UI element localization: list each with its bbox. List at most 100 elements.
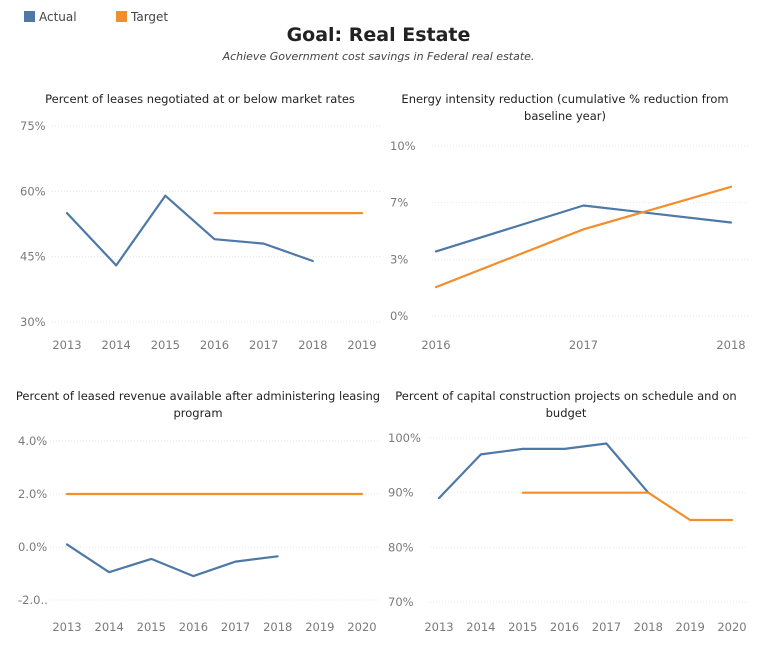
page-subtitle: Achieve Government cost savings in Feder… <box>222 50 535 63</box>
construction-xtick-label: 2015 <box>508 620 537 634</box>
leases-xtick-label: 2017 <box>249 338 278 352</box>
construction-xtick-label: 2013 <box>424 620 453 634</box>
construction-series-target[interactable] <box>521 491 734 522</box>
revenue-xtick-label: 2019 <box>305 620 334 634</box>
legend-swatch-actual <box>24 11 35 22</box>
legend-label-target: Target <box>131 10 169 24</box>
revenue-ytick-label: 0.0% <box>18 540 47 554</box>
leases-xtick-label: 2013 <box>52 338 81 352</box>
construction-xtick-label: 2016 <box>550 620 579 634</box>
leases-point-actual[interactable] <box>163 193 168 198</box>
leases-point-target[interactable] <box>310 211 315 216</box>
construction-ytick-label: 90% <box>388 486 414 500</box>
energy-xtick-label: 2018 <box>716 338 745 352</box>
energy-point-target[interactable] <box>581 227 586 232</box>
revenue-xtick-label: 2013 <box>52 620 81 634</box>
revenue-point-target[interactable] <box>65 492 70 497</box>
leases-point-target[interactable] <box>212 211 217 216</box>
construction-ytick-label: 100% <box>388 431 421 445</box>
construction-ytick-label: 70% <box>388 595 414 609</box>
leases-ytick-label: 45% <box>20 250 46 264</box>
chart-revenue: 4.0% 2.0% 0.0% -2.0.. 2013 2014 2015 2016 2017 20… <box>18 434 380 634</box>
leases-point-actual[interactable] <box>65 211 70 216</box>
revenue-point-target[interactable] <box>233 492 238 497</box>
leases-ytick-label: 75% <box>20 119 46 133</box>
revenue-point-target[interactable] <box>191 492 196 497</box>
construction-point-target[interactable] <box>604 490 609 495</box>
energy-point-target[interactable] <box>729 184 734 189</box>
energy-series-actual[interactable] <box>434 204 733 253</box>
revenue-point-actual[interactable] <box>233 559 238 564</box>
construction-point-target[interactable] <box>520 490 525 495</box>
leases-point-actual[interactable] <box>261 241 266 246</box>
energy-ytick-label: 10% <box>390 139 416 153</box>
leases-xtick-label: 2016 <box>200 338 229 352</box>
chart-title-revenue: Percent of leased revenue available afte… <box>15 389 381 420</box>
revenue-point-actual[interactable] <box>107 570 112 575</box>
revenue-xtick-label: 2014 <box>95 620 124 634</box>
chart-leases: 75% 60% 45% 30% 2013 2014 2015 2016 2017 2018 2019 <box>20 119 380 352</box>
leases-series-actual[interactable] <box>65 194 314 267</box>
energy-point-target[interactable] <box>434 285 439 290</box>
revenue-point-actual[interactable] <box>65 542 70 547</box>
leases-xtick-label: 2014 <box>102 338 131 352</box>
construction-ytick-label: 80% <box>388 540 414 554</box>
construction-point-actual[interactable] <box>437 496 442 501</box>
revenue-point-target[interactable] <box>149 492 154 497</box>
energy-point-actual[interactable] <box>434 249 439 254</box>
energy-ytick-label: 7% <box>390 196 408 210</box>
construction-point-actual[interactable] <box>520 446 525 451</box>
leases-xtick-label: 2015 <box>151 338 180 352</box>
chart-energy: 10% 7% 3% 0% 2016 2017 2018 <box>390 139 748 352</box>
construction-point-actual[interactable] <box>604 441 609 446</box>
energy-series-target[interactable] <box>434 185 733 289</box>
legend-item-actual[interactable]: Actual <box>24 10 77 24</box>
construction-point-target[interactable] <box>646 490 651 495</box>
revenue-ytick-label: -2.0.. <box>18 593 48 607</box>
leases-point-target[interactable] <box>261 211 266 216</box>
construction-point-actual[interactable] <box>478 452 483 457</box>
construction-point-target[interactable] <box>688 518 693 523</box>
revenue-point-actual[interactable] <box>275 554 280 559</box>
revenue-ytick-label: 2.0% <box>18 487 47 501</box>
construction-xtick-label: 2014 <box>466 620 495 634</box>
construction-xtick-label: 2019 <box>676 620 705 634</box>
energy-ytick-label: 3% <box>390 252 408 266</box>
leases-xtick-label: 2019 <box>347 338 376 352</box>
construction-xtick-label: 2020 <box>717 620 746 634</box>
revenue-xtick-label: 2018 <box>263 620 292 634</box>
revenue-point-actual[interactable] <box>191 574 196 579</box>
legend-item-target[interactable]: Target <box>116 10 168 24</box>
energy-ytick-label: 0% <box>390 309 408 323</box>
leases-point-actual[interactable] <box>212 237 217 242</box>
revenue-point-target[interactable] <box>275 492 280 497</box>
construction-point-target[interactable] <box>730 518 735 523</box>
legend-label-actual: Actual <box>39 10 77 24</box>
construction-xtick-label: 2018 <box>634 620 663 634</box>
construction-xtick-label: 2017 <box>592 620 621 634</box>
construction-point-target[interactable] <box>562 490 567 495</box>
leases-point-target[interactable] <box>360 211 365 216</box>
construction-series-actual[interactable] <box>437 442 650 500</box>
chart-title-energy: Energy intensity reduction (cumulative %… <box>401 92 729 123</box>
energy-xtick-label: 2016 <box>421 338 450 352</box>
revenue-series-actual[interactable] <box>65 543 279 578</box>
leases-xtick-label: 2018 <box>298 338 327 352</box>
leases-ytick-label: 60% <box>20 184 46 198</box>
legend-swatch-target <box>116 11 127 22</box>
chart-title-leases: Percent of leases negotiated at or below… <box>45 92 355 106</box>
revenue-point-target[interactable] <box>317 492 322 497</box>
leases-point-actual[interactable] <box>310 259 315 264</box>
energy-xtick-label: 2017 <box>569 338 598 352</box>
revenue-point-target[interactable] <box>107 492 112 497</box>
revenue-ytick-label: 4.0% <box>18 434 47 448</box>
chart-title-construction: Percent of capital construction projects… <box>395 389 737 420</box>
energy-point-actual[interactable] <box>581 203 586 208</box>
construction-point-actual[interactable] <box>562 446 567 451</box>
revenue-point-target[interactable] <box>360 492 365 497</box>
leases-point-actual[interactable] <box>114 263 119 268</box>
energy-point-actual[interactable] <box>729 220 734 225</box>
revenue-xtick-label: 2020 <box>347 620 376 634</box>
revenue-point-actual[interactable] <box>149 556 154 561</box>
